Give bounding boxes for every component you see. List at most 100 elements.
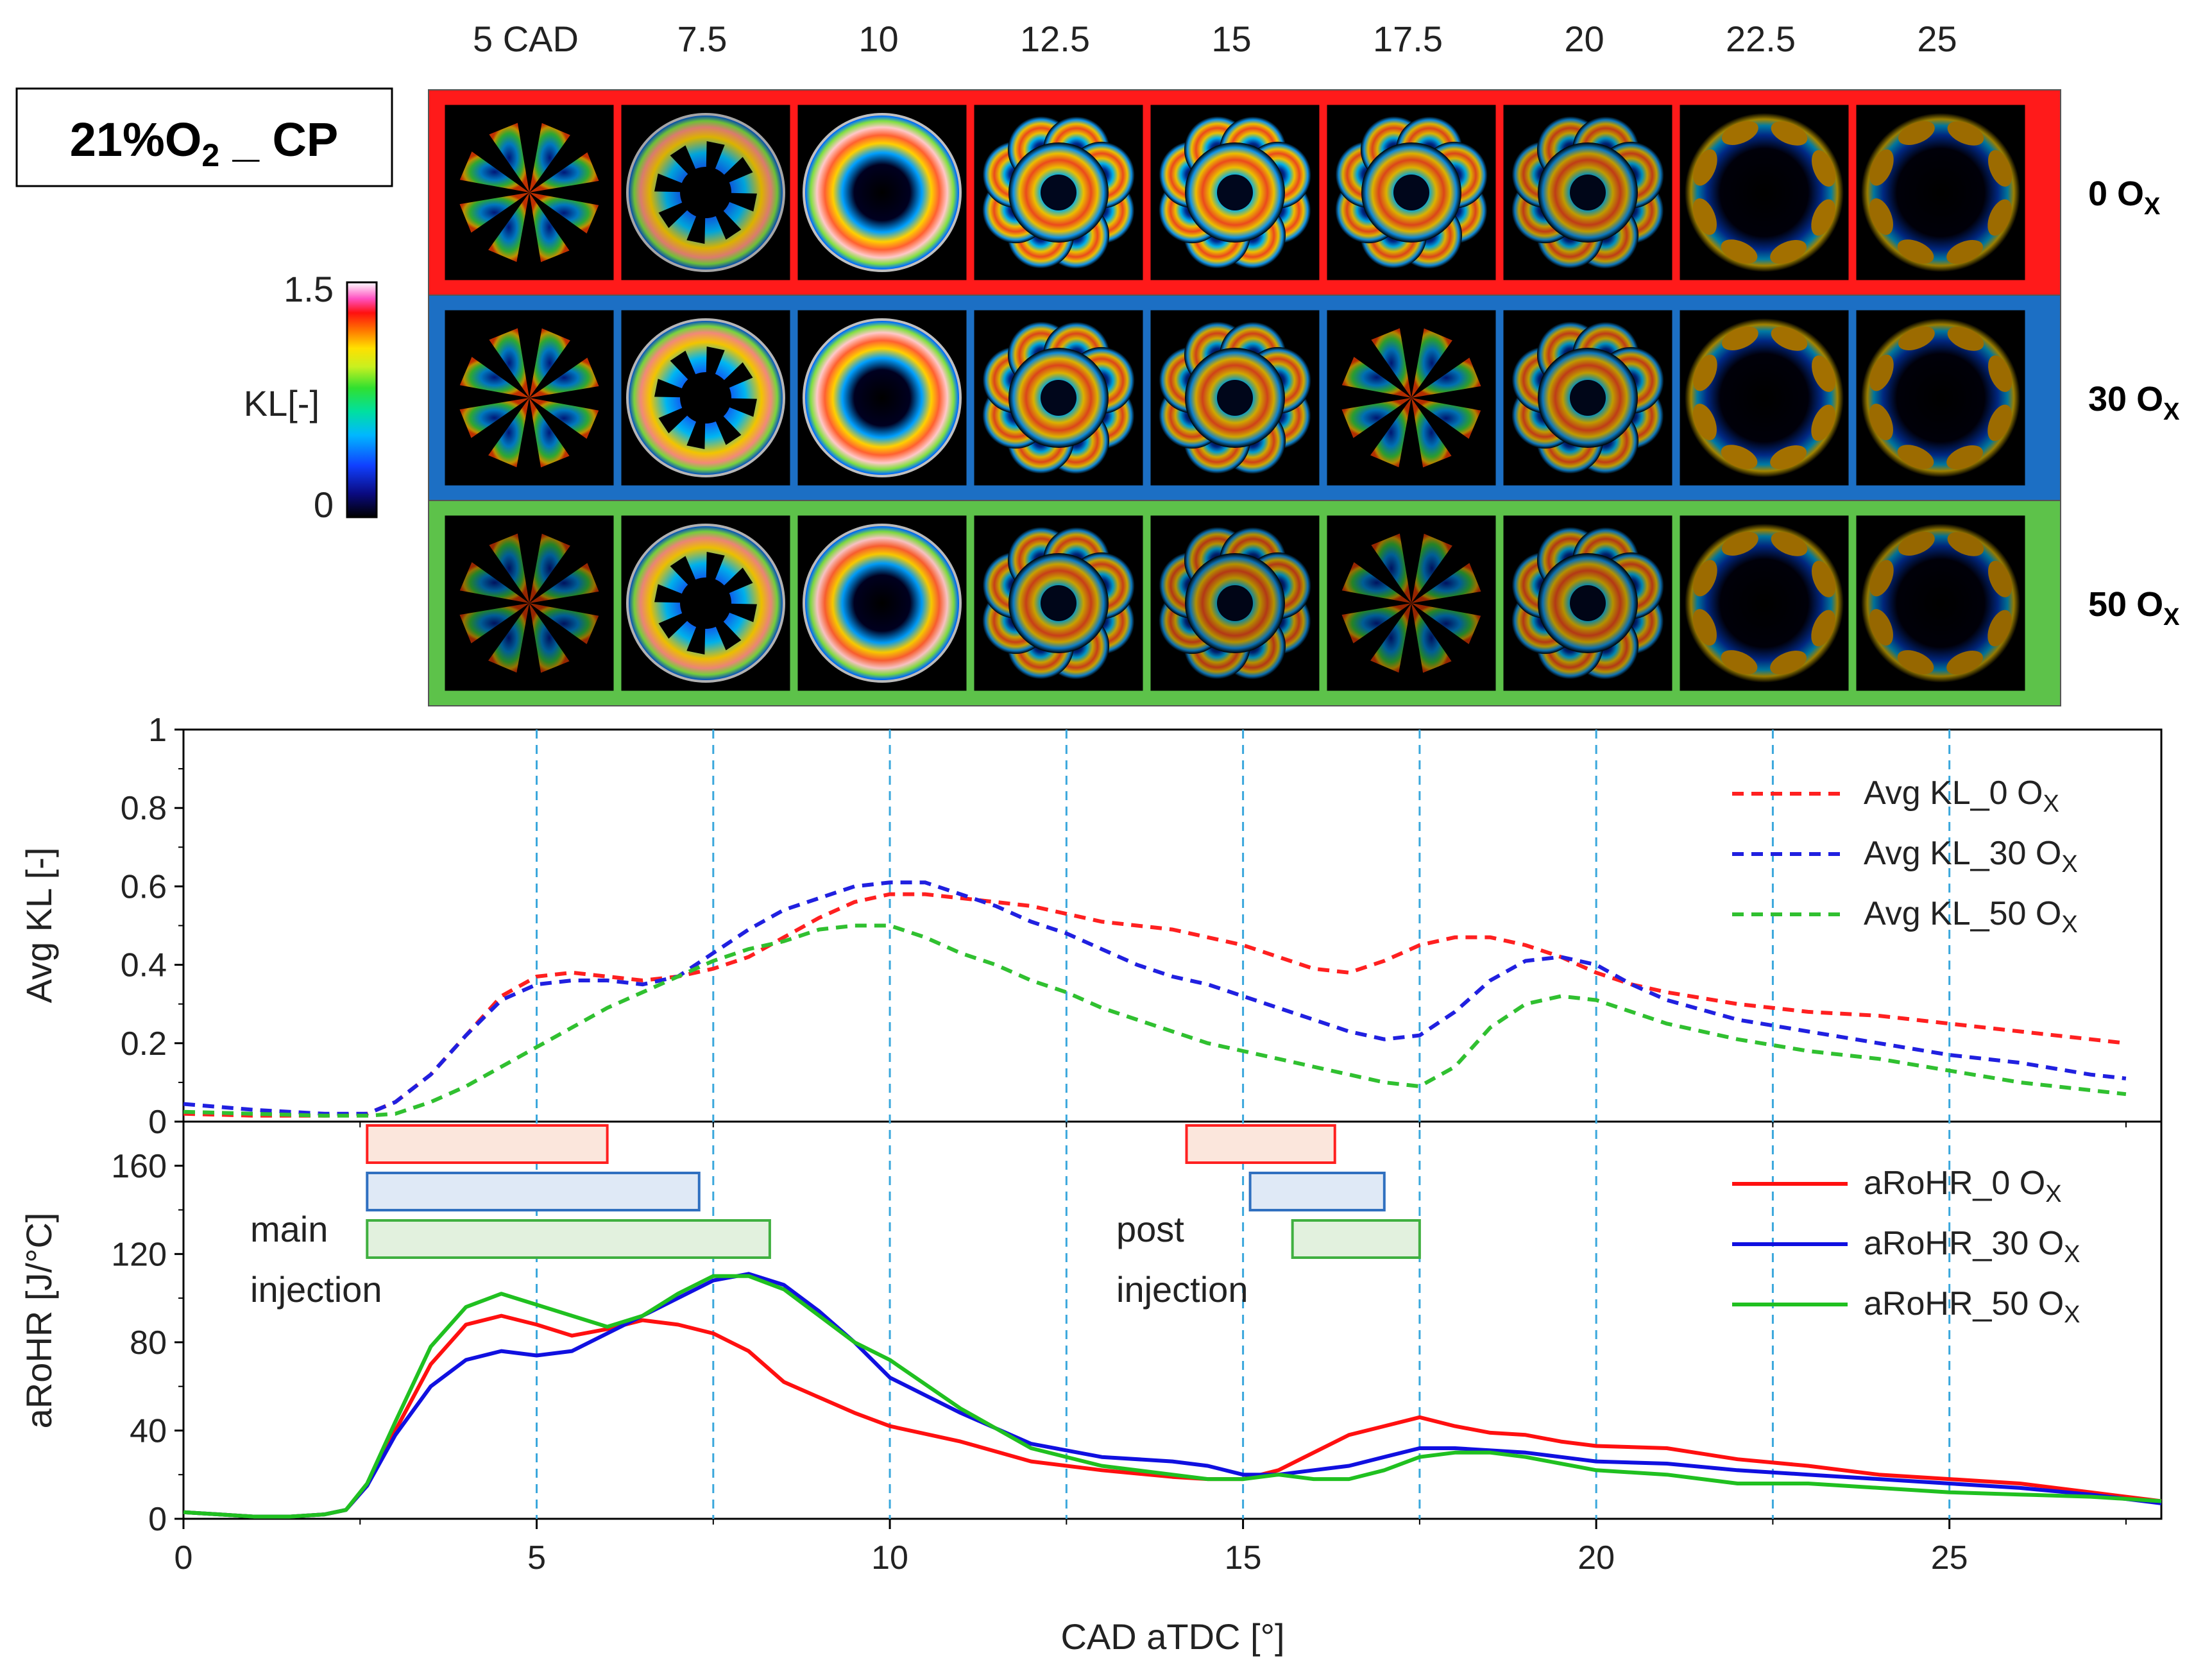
rim-spot xyxy=(1869,149,1894,186)
rim-spot xyxy=(1692,404,1717,441)
kl-image-content xyxy=(1511,321,1664,474)
center-core xyxy=(1570,585,1606,621)
rim-spot xyxy=(1947,121,1984,146)
spray-plume xyxy=(459,398,529,438)
kl-image-content xyxy=(1685,113,1844,272)
rim-spot xyxy=(1770,651,1807,675)
rim-spot xyxy=(1987,404,2012,441)
injection-annotations: main injection post injection xyxy=(250,1209,1248,1310)
rim-spot xyxy=(1987,199,2012,236)
kl-image-content xyxy=(1861,318,2020,477)
spray-plume xyxy=(529,398,570,468)
rim-spot xyxy=(1988,150,2012,187)
kl-image-grid xyxy=(428,89,2061,706)
y-tick-label: 0 xyxy=(148,1104,167,1141)
kl-image-content xyxy=(1159,116,1311,269)
arohr-ylabel: aRoHR [J/°C] xyxy=(19,1213,59,1429)
y-tick-label: 120 xyxy=(111,1236,167,1273)
rim-spot xyxy=(1987,610,2012,647)
spray-plume xyxy=(459,151,529,192)
rim-spot xyxy=(1721,121,1758,145)
spray-plume xyxy=(1411,398,1481,439)
spray-plume xyxy=(529,563,599,603)
spray-plume xyxy=(529,398,599,439)
rim-spot xyxy=(1693,354,1717,391)
spray-plume xyxy=(529,152,599,192)
spray-plume xyxy=(488,192,529,262)
center-core xyxy=(1217,380,1253,416)
spray-plume xyxy=(529,533,570,603)
rim-flame xyxy=(1685,113,1844,272)
ring-flame xyxy=(803,113,962,272)
spray-plume xyxy=(1411,328,1452,398)
rim-spot xyxy=(1946,651,1984,675)
rim-spot xyxy=(1811,199,1835,236)
annotation-line2: injection xyxy=(250,1269,382,1310)
row-label: 50 OX xyxy=(2088,585,2180,631)
spray-plume xyxy=(1411,533,1452,603)
y-tick-label: 1 xyxy=(148,712,167,749)
center-core xyxy=(1217,175,1253,210)
vertical-guides xyxy=(536,730,1951,1519)
rim-spot xyxy=(1897,239,1934,264)
rim-spot xyxy=(1988,560,2012,597)
rim-flame xyxy=(1685,524,1844,683)
kl-image-content xyxy=(1159,527,1311,680)
ring-flame xyxy=(803,318,962,477)
spray-plume xyxy=(1411,398,1452,468)
kl-image-content xyxy=(459,328,599,468)
spray-plume xyxy=(1370,603,1411,673)
column-label: 15 xyxy=(1211,19,1251,59)
rim-spot xyxy=(1692,198,1717,235)
y-tick-label: 40 xyxy=(130,1412,167,1449)
center-core xyxy=(1217,585,1253,621)
avg-kl-line xyxy=(183,880,2127,1116)
avg-kl-line xyxy=(183,923,2127,1118)
rim-spot xyxy=(1812,150,1836,187)
spray-plume xyxy=(488,603,529,673)
legend-label: aRoHR_50 OX xyxy=(1864,1285,2080,1328)
column-label: 7.5 xyxy=(677,19,727,59)
spray-plume xyxy=(529,603,599,644)
injection-bars xyxy=(366,1124,1421,1259)
legend-label: aRoHR_30 OX xyxy=(1864,1225,2080,1268)
kl-image-content xyxy=(1159,321,1311,474)
rim-spot xyxy=(1988,355,2012,392)
kl-image-content xyxy=(803,113,962,272)
center-core xyxy=(1393,175,1429,210)
x-tick-label: 20 xyxy=(1578,1539,1615,1577)
rim-spot xyxy=(1693,560,1717,597)
row-label: 0 OX xyxy=(2088,175,2161,220)
column-labels: 5 CAD 7.5 10 12.5 15 17.5 20 22.5 25 xyxy=(473,19,1957,59)
kl-image-content xyxy=(1511,116,1664,269)
rim-spot xyxy=(1946,240,1984,264)
spray-plume xyxy=(529,328,570,398)
condition-suffix-text: _ CP xyxy=(219,113,338,166)
annotation-line1: post xyxy=(1116,1209,1184,1249)
condition-sub-text: 2 xyxy=(201,137,219,173)
colorbar-max-label: 1.5 xyxy=(284,269,334,309)
legend-label: Avg KL_0 OX xyxy=(1864,774,2059,817)
spray-plume xyxy=(459,603,529,644)
spray-plume xyxy=(459,192,529,233)
spray-plume xyxy=(459,562,529,603)
column-label: 10 xyxy=(858,19,898,59)
plots-area: 0 0.2 0.4 0.6 0.8 1 0 40 80 120 160 0 5 10 15 20 25 Avg… xyxy=(19,712,2163,1657)
bowl-edge xyxy=(803,318,962,477)
avg-kl-series xyxy=(183,880,2127,1118)
rim-spot xyxy=(1721,531,1758,556)
bowl-edge xyxy=(803,524,962,683)
rim-spot xyxy=(1692,609,1717,646)
spray-plume xyxy=(488,398,529,468)
colorbar-title: KL[-] xyxy=(244,383,319,423)
rim-spot xyxy=(1898,531,1935,556)
x-tick-label: 0 xyxy=(174,1539,193,1577)
rim-spot xyxy=(1771,327,1808,351)
center-core xyxy=(1041,380,1076,416)
rim-spot xyxy=(1721,650,1758,674)
y-tick-label: 0.2 xyxy=(121,1025,167,1063)
kl-image-content xyxy=(1685,524,1844,683)
kl-image-content xyxy=(626,524,785,683)
x-tick-label: 5 xyxy=(527,1539,546,1577)
